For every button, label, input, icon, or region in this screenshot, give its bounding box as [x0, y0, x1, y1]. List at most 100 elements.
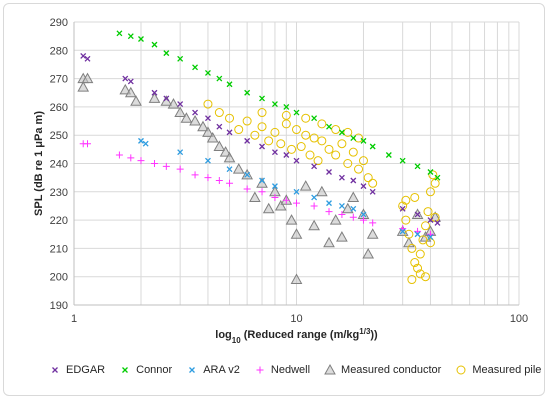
edgar-point: [271, 149, 278, 156]
measured-pile-point: [428, 170, 438, 180]
ara-v2-point: [338, 202, 345, 209]
measured-pile-point: [281, 110, 291, 120]
measured-pile-point: [257, 108, 267, 118]
legend-label: Nedwell: [270, 364, 311, 376]
measured-conductor-point: [262, 202, 275, 214]
legend-symbol-measured-pile: [456, 365, 466, 375]
measured-conductor-point: [119, 83, 132, 95]
measured-conductor-point: [341, 202, 354, 214]
edgar-point: [177, 101, 184, 108]
edgar-point: [283, 152, 290, 158]
measured-conductor-point: [130, 95, 142, 106]
measured-pile-point: [415, 249, 425, 259]
measured-pile-point: [430, 178, 440, 188]
edgar-point: [259, 143, 265, 150]
x-axis-title-log: log: [215, 329, 232, 341]
y-tick-label: 190: [50, 300, 68, 312]
connor-point: [326, 123, 332, 130]
measured-pile-point: [368, 178, 378, 188]
legend-label: ARA v2: [203, 364, 240, 376]
connor-point: [244, 89, 251, 96]
ara-v2-point: [414, 231, 421, 238]
measured-pile-point: [203, 99, 213, 109]
measured-pile-point: [309, 133, 319, 143]
edgar-point: [204, 115, 211, 122]
measured-pile-point: [301, 130, 311, 140]
ara-v2-point: [142, 140, 149, 147]
axes: [73, 22, 519, 306]
ara-v2-point: [226, 166, 233, 173]
nedwell-point: [258, 188, 266, 196]
measured-pile-point: [301, 113, 311, 123]
x-tick-label: 1: [71, 313, 77, 325]
legend-item-connor: Connor: [117, 363, 172, 377]
nedwell-point: [162, 162, 170, 170]
nedwell-point: [84, 140, 92, 148]
nedwell-point: [176, 165, 184, 173]
legend: EDGAR Connor ARA v2 Nedwell Measured conduct…: [47, 360, 541, 380]
ara-v2-point: [360, 211, 367, 218]
measured-pile-point: [354, 164, 364, 174]
measured-pile-point: [331, 150, 341, 160]
measured-conductor-point: [290, 228, 303, 239]
ara-v2-point: [350, 205, 357, 212]
connor-point: [338, 129, 345, 136]
x-axis-title-end: )): [370, 329, 378, 341]
edgar-point: [216, 123, 223, 130]
measured-pile-point: [425, 238, 435, 248]
edgar-point: [84, 55, 91, 62]
edgar-point: [360, 183, 367, 190]
measured-pile-point: [425, 187, 435, 197]
y-axis-title: SPL (dB re 1 μPa m): [33, 111, 45, 216]
legend-item-edgar: EDGAR: [47, 363, 105, 377]
ara-v2-point: [293, 188, 300, 195]
nedwell-point: [215, 176, 223, 184]
nedwell-point: [359, 216, 367, 224]
measured-pile-point: [242, 116, 252, 126]
legend-marker: [189, 367, 196, 373]
ara-v2-point: [259, 177, 265, 184]
measured-pile-point: [423, 207, 433, 217]
nedwell-point: [282, 196, 290, 204]
measured-conductor-point: [167, 98, 180, 109]
measured-conductor-point: [274, 199, 287, 211]
legend-marker: [52, 367, 58, 373]
connor-point: [350, 135, 357, 141]
measured-pile-point: [337, 139, 347, 149]
measured-pile-point: [401, 195, 411, 205]
connor-point: [427, 169, 434, 175]
legend-marker: [456, 365, 466, 375]
ara-v2-point: [326, 200, 332, 207]
connor-point: [311, 115, 318, 122]
measured-conductor-point: [81, 72, 94, 84]
measured-pile-point: [264, 136, 274, 146]
legend-symbol-edgar: [52, 367, 58, 373]
measured-conductor-point: [362, 248, 375, 259]
measured-conductor-point: [366, 228, 379, 239]
measured-pile-point: [296, 142, 306, 152]
connor-point: [399, 157, 406, 164]
measured-conductor-point: [180, 112, 193, 123]
measured-pile-point: [324, 144, 334, 154]
y-tick-label: 280: [50, 45, 68, 57]
measured-conductor-point: [232, 163, 245, 174]
y-tick-label: 240: [50, 159, 68, 171]
connor-point: [138, 36, 144, 42]
ara-v2-point: [427, 234, 434, 241]
connor-point: [204, 69, 211, 76]
legend-marker: [256, 366, 264, 374]
measured-conductor-point: [189, 115, 201, 126]
measured-pile-point: [358, 156, 368, 166]
ara-v2-point: [271, 183, 278, 190]
measured-conductor-point: [249, 191, 261, 202]
edgar-point: [414, 211, 421, 218]
legend-symbol-ara-v2: [189, 367, 196, 373]
measured-conductor-point: [336, 231, 348, 242]
nedwell-point: [127, 154, 135, 162]
y-tick-label: 270: [50, 74, 68, 86]
measured-pile-point: [363, 173, 373, 183]
connor-point: [116, 30, 123, 37]
edgar-point: [163, 95, 170, 102]
measured-conductor-point: [299, 180, 312, 191]
connor-point: [414, 163, 421, 170]
